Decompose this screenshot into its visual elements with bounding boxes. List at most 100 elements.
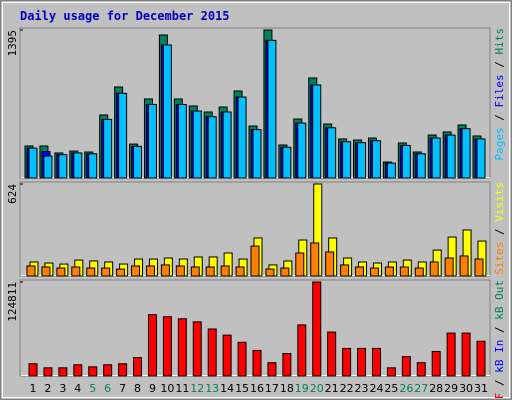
x-tick-label: 21 <box>325 382 339 395</box>
bar <box>28 363 38 377</box>
bar <box>444 257 454 277</box>
y-tick-label: 1395 <box>6 30 19 57</box>
bar <box>355 266 365 277</box>
x-tick-label: 2 <box>44 382 51 395</box>
bar <box>101 267 111 277</box>
x-tick-label: 29 <box>444 382 458 395</box>
legend-separator: / <box>493 373 506 393</box>
bar <box>357 347 367 377</box>
legend: Pages / Files / Hits <box>493 28 506 161</box>
bar <box>220 265 230 277</box>
bar <box>265 268 275 277</box>
bar <box>252 129 262 179</box>
bar <box>357 142 367 179</box>
x-tick-label: 24 <box>369 382 383 395</box>
bar <box>145 265 155 277</box>
x-tick-label: 4 <box>74 382 81 395</box>
bar <box>312 281 322 377</box>
bar <box>282 146 292 179</box>
x-tick-label: 23 <box>355 382 369 395</box>
legend-separator: / <box>493 222 506 242</box>
x-tick-label: 12 <box>190 382 204 395</box>
bar <box>103 118 113 179</box>
bar <box>162 316 172 377</box>
bar <box>340 264 350 277</box>
bar <box>222 111 232 179</box>
bar <box>190 266 200 277</box>
bar <box>192 110 202 179</box>
bar <box>162 44 172 179</box>
legend-entry: Visits <box>493 182 506 222</box>
bar <box>43 155 53 179</box>
bar <box>267 362 277 377</box>
bar <box>235 266 245 277</box>
x-tick-label: 27 <box>414 382 428 395</box>
legend-entry: kB F <box>493 393 506 400</box>
bar <box>429 261 439 277</box>
bar <box>71 266 81 277</box>
bar <box>250 245 260 277</box>
x-tick-label: 9 <box>149 382 156 395</box>
x-tick-label: 20 <box>310 382 324 395</box>
bar <box>58 367 68 377</box>
bar <box>205 266 215 277</box>
y-tick-label: 124811 <box>6 282 19 322</box>
x-tick-label: 26 <box>399 382 413 395</box>
bar <box>280 267 290 277</box>
bar <box>267 39 277 179</box>
legend-separator: / <box>493 55 506 75</box>
x-tick-label: 5 <box>89 382 96 395</box>
bar <box>86 267 96 277</box>
x-tick-label: 28 <box>429 382 443 395</box>
bar <box>282 353 292 377</box>
x-tick-label: 17 <box>265 382 279 395</box>
bar <box>369 267 379 277</box>
bar <box>207 328 217 377</box>
bar <box>175 265 185 277</box>
x-tick-label: 7 <box>119 382 126 395</box>
bar <box>476 138 486 179</box>
bar <box>88 366 98 377</box>
bar <box>476 340 486 377</box>
bar <box>133 357 143 377</box>
x-tick-label: 3 <box>59 382 66 395</box>
bar <box>386 367 396 377</box>
bar <box>297 122 307 179</box>
bar <box>371 140 381 179</box>
bar <box>446 332 456 377</box>
bar <box>342 347 352 377</box>
legend: kB F / kB In / kB Out <box>493 280 506 400</box>
bar <box>386 162 396 179</box>
x-tick-label: 16 <box>250 382 264 395</box>
x-tick-label: 11 <box>175 382 189 395</box>
bar <box>474 258 484 277</box>
x-tick-label: 13 <box>205 382 219 395</box>
legend-entry: Files <box>493 74 506 107</box>
x-tick-label: 14 <box>220 382 234 395</box>
bar <box>252 349 262 377</box>
legend-separator: / <box>493 320 506 340</box>
bar <box>133 145 143 179</box>
x-tick-label: 18 <box>280 382 294 395</box>
bar <box>295 252 305 277</box>
x-tick-label: 6 <box>104 382 111 395</box>
bar <box>461 128 471 179</box>
x-tick-label: 30 <box>459 382 473 395</box>
bar <box>327 127 337 179</box>
bar <box>431 350 441 377</box>
bar <box>147 314 157 377</box>
bar <box>237 96 247 179</box>
bar <box>88 153 98 179</box>
bar <box>73 364 83 377</box>
bar <box>237 341 247 377</box>
x-tick-label: 19 <box>295 382 309 395</box>
bar <box>160 264 170 277</box>
x-tick-label: 22 <box>340 382 354 395</box>
chart-title: Daily usage for December 2015 <box>20 9 230 23</box>
bar <box>384 266 394 277</box>
bar <box>58 154 68 179</box>
bar <box>342 141 352 179</box>
bar <box>177 103 187 179</box>
